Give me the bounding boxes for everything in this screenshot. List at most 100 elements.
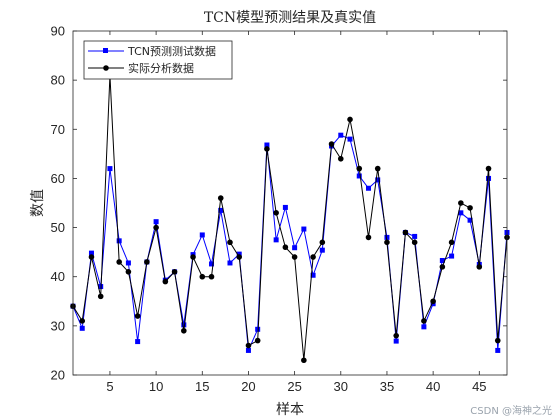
watermark: CSDN @海神之光 (470, 404, 552, 417)
y-tick-label: 80 (51, 73, 65, 88)
data-point (458, 210, 464, 216)
data-point (421, 318, 427, 324)
data-point (495, 347, 501, 353)
legend: TCN预测测试数据 实际分析数据 (83, 40, 233, 80)
data-point (209, 261, 215, 267)
x-tick-label: 30 (334, 379, 348, 394)
data-point (476, 264, 483, 270)
data-point (79, 325, 85, 331)
data-point (458, 200, 464, 206)
data-point (227, 260, 233, 266)
data-point (125, 269, 132, 275)
data-point (144, 259, 150, 265)
data-point (79, 318, 86, 324)
data-point (365, 234, 372, 241)
data-point (319, 239, 326, 246)
data-point (439, 264, 446, 270)
data-point (375, 177, 381, 183)
data-point (439, 257, 445, 263)
data-point (255, 326, 261, 332)
data-point (218, 207, 224, 213)
data-point (310, 272, 316, 278)
data-point (292, 245, 298, 251)
data-point (116, 238, 122, 244)
data-point (236, 254, 243, 260)
data-point (467, 217, 473, 223)
y-axis-label: 数值 (30, 189, 46, 217)
data-point (338, 132, 344, 138)
y-tick-label: 60 (51, 171, 65, 186)
data-point (88, 250, 94, 256)
data-point (116, 259, 122, 265)
x-tick-label: 45 (472, 379, 486, 394)
chart-title: TCN模型预测结果及真实值 (204, 10, 376, 26)
legend-label-prediction: TCN预测测试数据 (127, 44, 216, 58)
x-tick-label: 5 (106, 379, 113, 394)
data-point (254, 337, 261, 344)
data-point (356, 173, 362, 179)
legend-marker-prediction (103, 48, 108, 53)
data-point (181, 322, 187, 328)
data-point (199, 232, 205, 238)
legend-label-actual: 实际分析数据 (128, 61, 194, 75)
data-point (181, 327, 187, 334)
data-point (134, 313, 141, 319)
x-tick-label: 10 (149, 379, 163, 394)
x-axis-label: 样本 (276, 402, 304, 418)
data-point (448, 239, 455, 246)
data-point (384, 234, 390, 240)
y-tick-label: 70 (51, 122, 65, 137)
x-tick-label: 35 (380, 379, 394, 394)
data-point (393, 338, 399, 344)
legend-box (83, 40, 233, 80)
data-point (125, 260, 131, 266)
axis-ticks: 5 10 15 20 25 30 35 40 45 20 30 40 50 60 70 80 90 (51, 24, 507, 394)
data-point (374, 165, 381, 172)
data-point (171, 269, 178, 275)
data-point (301, 226, 307, 232)
data-point (337, 155, 344, 162)
data-point (384, 239, 390, 246)
data-point (97, 293, 104, 300)
x-tick-label: 40 (426, 379, 440, 394)
y-tick-label: 50 (51, 220, 65, 235)
y-tick-label: 40 (51, 269, 65, 284)
data-point (411, 239, 418, 246)
data-point (310, 254, 316, 260)
x-tick-label: 25 (287, 379, 301, 394)
data-point (393, 332, 399, 339)
x-tick-label: 15 (195, 379, 209, 394)
data-point (107, 166, 113, 172)
data-point (227, 239, 233, 246)
data-point (217, 195, 224, 201)
data-point (301, 357, 307, 364)
data-point (421, 324, 427, 330)
data-point (190, 254, 196, 260)
series-layer (70, 72, 510, 364)
legend-marker-actual (103, 65, 109, 71)
plot-area (73, 31, 507, 375)
data-point (328, 141, 335, 147)
data-point (319, 247, 325, 253)
data-point (199, 273, 206, 280)
axes-box (72, 30, 508, 376)
x-tick-label: 20 (241, 379, 255, 394)
series-line (72, 75, 508, 361)
data-point (467, 205, 473, 211)
data-point (153, 219, 159, 225)
data-point (88, 254, 95, 260)
data-point (430, 298, 436, 305)
data-point (282, 244, 289, 251)
data-point (402, 229, 409, 236)
data-point (162, 278, 169, 285)
data-point (264, 142, 270, 148)
data-point (291, 254, 298, 260)
data-point (273, 237, 279, 243)
data-point (412, 233, 418, 239)
data-point (365, 185, 371, 191)
data-point (153, 224, 159, 231)
data-point (236, 251, 242, 257)
data-point (245, 342, 252, 349)
y-tick-label: 20 (51, 368, 65, 383)
